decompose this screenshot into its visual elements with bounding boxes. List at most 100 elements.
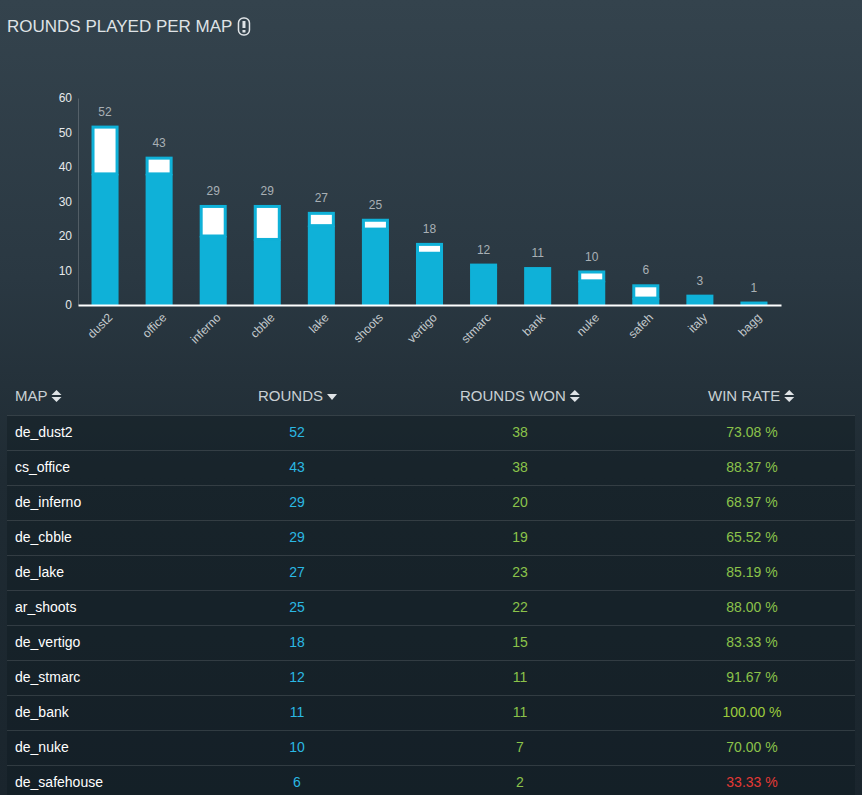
- y-tick-label: 60: [59, 91, 73, 105]
- count: 2: [516, 774, 524, 790]
- bar-segment[interactable]: [146, 174, 173, 305]
- bar-segment[interactable]: [93, 127, 117, 174]
- bar-segment[interactable]: [254, 239, 281, 305]
- bar-segment[interactable]: [147, 158, 171, 174]
- x-tick-label: inferno: [188, 310, 224, 346]
- sort-arrow[interactable]: [52, 390, 62, 395]
- count: 7: [516, 739, 524, 755]
- bar-segment[interactable]: [578, 281, 605, 305]
- row-background: [7, 730, 855, 765]
- win-rate: 73.08 %: [726, 424, 777, 440]
- x-tick-label: cbble: [247, 310, 277, 340]
- total-label: 10: [585, 250, 599, 264]
- x-tick: nuke: [574, 305, 603, 339]
- sort-arrow[interactable]: [784, 397, 794, 402]
- table-row: de_vertigo181583.33 %: [7, 625, 855, 660]
- bar-segment[interactable]: [201, 206, 225, 236]
- bar-segment[interactable]: [688, 295, 712, 298]
- y-tick-label: 10: [59, 264, 73, 278]
- y-tick-label: 40: [59, 160, 73, 174]
- total-label: 29: [207, 184, 221, 198]
- total-label: 1: [751, 281, 758, 295]
- table: MAP ROUNDS ROUNDS WON WIN RATE de_dust252387…: [7, 387, 855, 795]
- row-separator: [7, 730, 855, 731]
- row-separator: [7, 625, 855, 626]
- sort-arrow[interactable]: [570, 390, 580, 395]
- page: ROUNDS PLAYED PER MAP0102030405060524329…: [0, 0, 862, 795]
- map-name: de_stmarc: [15, 669, 80, 685]
- x-tick-label: office: [139, 310, 169, 340]
- x-tick-label: safeh: [625, 311, 656, 342]
- info-icon-frame[interactable]: [238, 18, 249, 35]
- x-tick-label: bagg: [736, 311, 765, 340]
- x-tick-label: dust2: [85, 310, 116, 341]
- bar-segment[interactable]: [92, 174, 119, 305]
- total-label: 11: [531, 246, 544, 260]
- bar-segment[interactable]: [634, 286, 658, 298]
- chart-title: ROUNDS PLAYED PER MAP: [7, 17, 232, 36]
- column-header[interactable]: MAP: [15, 387, 48, 404]
- bar-segment[interactable]: [742, 302, 766, 305]
- row-background: [7, 765, 855, 795]
- count: 10: [289, 739, 305, 755]
- table-row: de_dust2523873.08 %: [7, 415, 855, 450]
- info-icon-bar[interactable]: [242, 21, 245, 28]
- total-label: 18: [423, 222, 437, 236]
- count: 6: [293, 774, 301, 790]
- win-rate: 91.67 %: [726, 669, 777, 685]
- row-separator: [7, 695, 855, 696]
- count: 20: [512, 494, 528, 510]
- column-header[interactable]: ROUNDS WON: [460, 387, 566, 404]
- x-tick: lake: [306, 305, 332, 336]
- table-row: cs_office433888.37 %: [7, 450, 855, 485]
- x-tick: safeh: [625, 305, 656, 341]
- bar-segment[interactable]: [580, 272, 604, 281]
- bar-segment[interactable]: [526, 267, 550, 270]
- total-label: 52: [98, 105, 112, 119]
- row-background: [7, 695, 855, 730]
- sort-arrow[interactable]: [327, 394, 337, 400]
- bar-segment[interactable]: [309, 213, 333, 225]
- count: 38: [512, 459, 528, 475]
- bar-segment[interactable]: [470, 267, 497, 305]
- map-name: de_dust2: [15, 424, 73, 440]
- row-separator: [7, 485, 855, 486]
- total-label: 6: [642, 263, 649, 277]
- bar-segment[interactable]: [417, 244, 441, 253]
- info-icon-dot[interactable]: [242, 30, 245, 33]
- sort-arrow[interactable]: [570, 397, 580, 402]
- x-tick-label: nuke: [574, 310, 603, 339]
- bar-segment[interactable]: [363, 220, 387, 229]
- column-header[interactable]: WIN RATE: [708, 387, 780, 404]
- info-icon[interactable]: [238, 18, 249, 35]
- row-background: [7, 415, 855, 450]
- row-background: [7, 555, 855, 590]
- x-tick-label: shoots: [351, 311, 386, 346]
- x-tick: dust2: [85, 305, 116, 341]
- x-tick: shoots: [351, 305, 386, 345]
- map-name: ar_shoots: [15, 599, 76, 615]
- count: 29: [289, 529, 305, 545]
- x-tick: italy: [685, 305, 710, 336]
- map-name: de_safehouse: [15, 774, 103, 790]
- sort-arrow[interactable]: [784, 390, 794, 395]
- column-header[interactable]: ROUNDS: [258, 387, 323, 404]
- bar-segment[interactable]: [200, 236, 227, 305]
- bar-segment[interactable]: [416, 253, 443, 305]
- bar-segment[interactable]: [686, 295, 713, 305]
- table-row: de_bank1111100.00 %: [7, 695, 855, 730]
- table-row: de_cbble291965.52 %: [7, 520, 855, 555]
- bar-segment[interactable]: [740, 302, 767, 305]
- table-row: de_nuke10770.00 %: [7, 730, 855, 765]
- count: 11: [513, 669, 528, 685]
- bar-segment[interactable]: [308, 226, 335, 305]
- bar-segment[interactable]: [524, 267, 551, 305]
- bar-segment[interactable]: [472, 265, 496, 267]
- sort-arrow[interactable]: [52, 397, 62, 402]
- bar-segment[interactable]: [362, 229, 389, 305]
- bars: [92, 127, 768, 305]
- y-tick: 20: [59, 229, 78, 243]
- bar-segment[interactable]: [255, 206, 279, 239]
- row-separator: [7, 555, 855, 556]
- row-background: [7, 485, 855, 520]
